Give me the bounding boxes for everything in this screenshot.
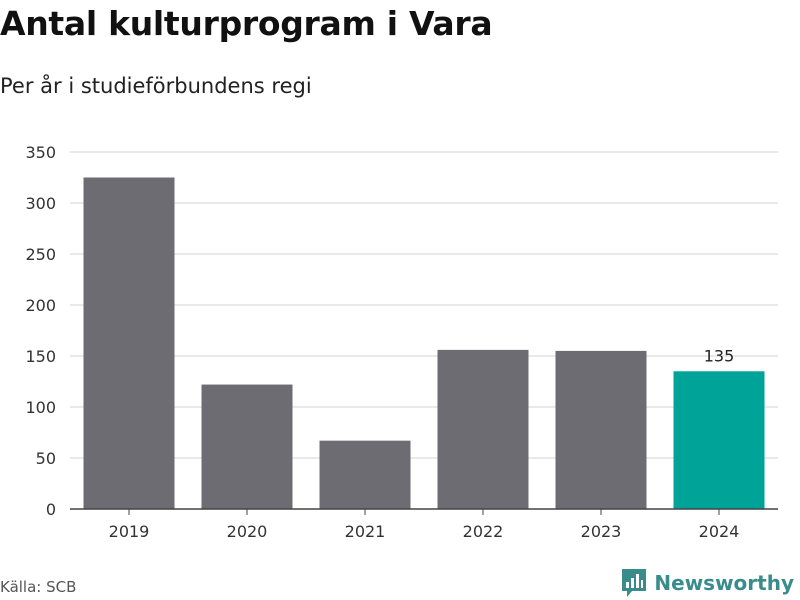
y-tick-label: 50 <box>36 449 56 468</box>
brand-name: Newsworthy <box>654 571 794 595</box>
y-tick-label: 0 <box>46 500 56 519</box>
data-label: 135 <box>704 346 735 365</box>
chart-title: Antal kulturprogram i Vara <box>0 4 493 43</box>
y-tick-label: 100 <box>25 398 56 417</box>
chart-subtitle: Per år i studieförbundens regi <box>0 74 312 98</box>
y-tick-label: 300 <box>25 194 56 213</box>
newsworthy-logo-icon <box>622 569 647 597</box>
y-tick-label: 350 <box>25 143 56 162</box>
bar-2019 <box>83 177 175 509</box>
x-tick-label: 2019 <box>109 522 150 541</box>
y-tick-label: 200 <box>25 296 56 315</box>
bar-2021 <box>319 440 411 509</box>
x-tick-label: 2022 <box>463 522 504 541</box>
bar-2022 <box>437 349 529 509</box>
bar-2023 <box>555 350 647 509</box>
y-tick-label: 150 <box>25 347 56 366</box>
x-tick-label: 2020 <box>227 522 268 541</box>
bar-2020 <box>201 384 293 509</box>
axes <box>70 508 778 515</box>
brand-logo: Newsworthy <box>622 569 794 597</box>
gridlines <box>70 151 778 459</box>
x-tick-label: 2021 <box>345 522 386 541</box>
x-tick-label: 2024 <box>699 522 740 541</box>
source-note: Källa: SCB <box>0 578 77 596</box>
bars <box>83 177 765 509</box>
x-tick-label: 2023 <box>581 522 622 541</box>
y-tick-label: 250 <box>25 245 56 264</box>
bar-2024 <box>673 371 765 509</box>
labels: 0 50 100 150 200 250 300 350 2019 2020 2021 2022 202… <box>25 143 739 541</box>
